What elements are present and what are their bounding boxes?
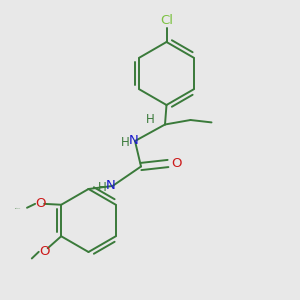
Text: O: O: [171, 157, 181, 170]
Text: O: O: [35, 197, 46, 210]
Text: O: O: [39, 245, 50, 258]
Text: N: N: [129, 134, 138, 147]
Text: N: N: [106, 178, 116, 192]
Text: H: H: [98, 181, 107, 194]
Text: H: H: [146, 112, 155, 126]
Text: Cl: Cl: [160, 14, 173, 28]
Text: H: H: [121, 136, 130, 149]
Text: methoxy: methoxy: [15, 208, 21, 209]
